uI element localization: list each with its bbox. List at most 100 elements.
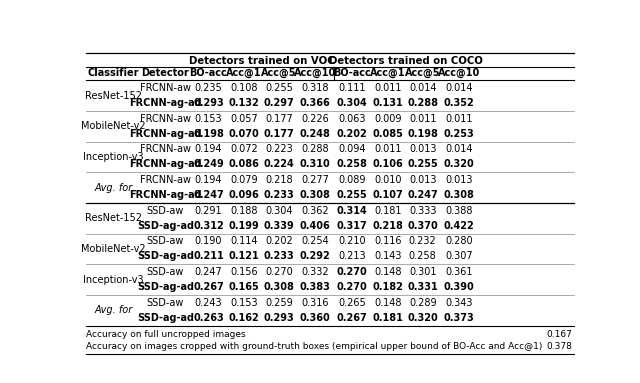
Text: 0.111: 0.111 <box>339 83 366 93</box>
Text: 0.072: 0.072 <box>230 144 258 154</box>
Text: 0.332: 0.332 <box>301 267 329 277</box>
Text: Inception-v3: Inception-v3 <box>83 152 143 162</box>
Text: Accuracy on full uncropped images: Accuracy on full uncropped images <box>86 330 246 339</box>
Text: Acc@10: Acc@10 <box>294 68 336 78</box>
Text: 0.352: 0.352 <box>444 98 474 108</box>
Text: 0.390: 0.390 <box>444 282 474 292</box>
Text: 0.308: 0.308 <box>300 190 330 200</box>
Text: MobileNet-v2: MobileNet-v2 <box>81 244 145 254</box>
Text: BO-acc: BO-acc <box>189 68 227 78</box>
Text: 0.235: 0.235 <box>195 83 222 93</box>
Text: 0.188: 0.188 <box>230 206 258 216</box>
Text: 0.116: 0.116 <box>374 236 402 247</box>
Text: FRCNN-aw: FRCNN-aw <box>140 114 191 124</box>
Text: 0.148: 0.148 <box>374 298 402 308</box>
Text: 0.255: 0.255 <box>337 190 367 200</box>
Text: 0.360: 0.360 <box>300 313 330 322</box>
Text: 0.373: 0.373 <box>444 313 474 322</box>
Text: 0.366: 0.366 <box>300 98 330 108</box>
Text: 0.301: 0.301 <box>409 267 436 277</box>
Text: 0.263: 0.263 <box>193 313 224 322</box>
Text: 0.132: 0.132 <box>229 98 260 108</box>
Text: 0.009: 0.009 <box>374 114 402 124</box>
Text: BO-acc: BO-acc <box>333 68 371 78</box>
Text: 0.106: 0.106 <box>372 159 403 169</box>
Text: 0.388: 0.388 <box>445 206 473 216</box>
Text: 0.153: 0.153 <box>195 114 222 124</box>
Text: 0.063: 0.063 <box>339 114 366 124</box>
Text: 0.198: 0.198 <box>407 129 438 139</box>
Text: 0.011: 0.011 <box>445 114 473 124</box>
Text: 0.280: 0.280 <box>445 236 473 247</box>
Text: 0.320: 0.320 <box>444 159 474 169</box>
Text: 0.194: 0.194 <box>195 175 222 185</box>
Text: 0.343: 0.343 <box>445 298 473 308</box>
Text: 0.011: 0.011 <box>374 83 402 93</box>
Text: 0.267: 0.267 <box>337 313 367 322</box>
Text: ResNet-152: ResNet-152 <box>84 90 141 100</box>
Text: 0.162: 0.162 <box>229 313 260 322</box>
Text: SSD-aw: SSD-aw <box>147 236 184 247</box>
Text: 0.270: 0.270 <box>337 267 367 277</box>
Text: SSD-ag-ad: SSD-ag-ad <box>137 313 194 322</box>
Text: 0.247: 0.247 <box>195 267 222 277</box>
Text: 0.014: 0.014 <box>445 83 473 93</box>
Text: SSD-aw: SSD-aw <box>147 267 184 277</box>
Text: 0.312: 0.312 <box>193 221 224 231</box>
Text: Inception-v3: Inception-v3 <box>83 275 143 285</box>
Text: 0.297: 0.297 <box>264 98 294 108</box>
Text: 0.320: 0.320 <box>408 313 438 322</box>
Text: 0.153: 0.153 <box>230 298 258 308</box>
Text: 0.318: 0.318 <box>301 83 329 93</box>
Text: SSD-aw: SSD-aw <box>147 206 184 216</box>
Text: 0.057: 0.057 <box>230 114 258 124</box>
Text: 0.258: 0.258 <box>337 159 368 169</box>
Text: 0.255: 0.255 <box>265 83 293 93</box>
Text: 0.202: 0.202 <box>337 129 367 139</box>
Text: Classifier: Classifier <box>88 68 139 78</box>
Text: 0.177: 0.177 <box>264 129 294 139</box>
Text: 0.233: 0.233 <box>264 251 294 261</box>
Text: FRCNN-ag-ad: FRCNN-ag-ad <box>129 98 202 108</box>
Text: 0.288: 0.288 <box>407 98 438 108</box>
Text: FRCNN-ag-ad: FRCNN-ag-ad <box>129 129 202 139</box>
Text: 0.258: 0.258 <box>409 251 436 261</box>
Text: 0.333: 0.333 <box>409 206 436 216</box>
Text: 0.177: 0.177 <box>265 114 292 124</box>
Text: 0.190: 0.190 <box>195 236 222 247</box>
Text: FRCNN-aw: FRCNN-aw <box>140 83 191 93</box>
Text: 0.265: 0.265 <box>339 298 366 308</box>
Text: 0.096: 0.096 <box>229 190 260 200</box>
Text: 0.361: 0.361 <box>445 267 473 277</box>
Text: 0.362: 0.362 <box>301 206 329 216</box>
Text: 0.288: 0.288 <box>301 144 329 154</box>
Text: 0.247: 0.247 <box>408 190 438 200</box>
Text: Detectors trained on VOC: Detectors trained on VOC <box>189 56 335 66</box>
Text: 0.014: 0.014 <box>445 144 473 154</box>
Text: Acc@5: Acc@5 <box>261 68 297 78</box>
Text: 0.194: 0.194 <box>195 144 222 154</box>
Text: 0.307: 0.307 <box>445 251 473 261</box>
Text: 0.011: 0.011 <box>374 144 402 154</box>
Text: SSD-aw: SSD-aw <box>147 298 184 308</box>
Text: 0.014: 0.014 <box>409 83 436 93</box>
Text: 0.156: 0.156 <box>230 267 258 277</box>
Text: 0.210: 0.210 <box>339 236 366 247</box>
Text: 0.304: 0.304 <box>337 98 367 108</box>
Text: 0.107: 0.107 <box>372 190 403 200</box>
Text: 0.253: 0.253 <box>444 129 474 139</box>
Text: 0.085: 0.085 <box>372 129 403 139</box>
Text: 0.121: 0.121 <box>229 251 260 261</box>
Text: 0.233: 0.233 <box>264 190 294 200</box>
Text: 0.013: 0.013 <box>409 144 436 154</box>
Text: Acc@1: Acc@1 <box>371 68 406 78</box>
Text: 0.291: 0.291 <box>195 206 222 216</box>
Text: Acc@1: Acc@1 <box>227 68 262 78</box>
Text: 0.181: 0.181 <box>372 313 403 322</box>
Text: Acc@5: Acc@5 <box>405 68 440 78</box>
Text: 0.108: 0.108 <box>230 83 258 93</box>
Text: FRCNN-ag-ad: FRCNN-ag-ad <box>129 190 202 200</box>
Text: Acc@10: Acc@10 <box>438 68 480 78</box>
Text: 0.224: 0.224 <box>264 159 294 169</box>
Text: 0.422: 0.422 <box>444 221 474 231</box>
